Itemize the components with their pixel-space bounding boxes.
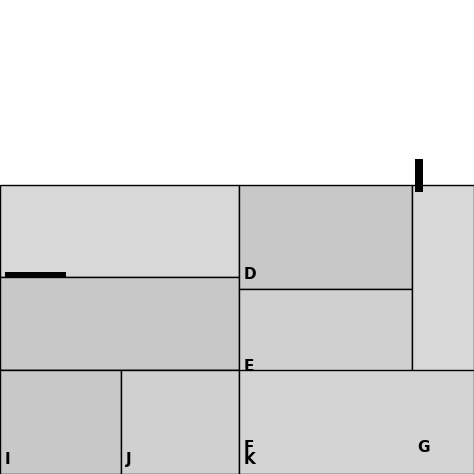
FancyBboxPatch shape: [0, 277, 239, 370]
Text: I: I: [5, 452, 10, 467]
Text: E: E: [244, 359, 255, 374]
FancyBboxPatch shape: [239, 185, 412, 289]
Bar: [415, 159, 423, 192]
FancyBboxPatch shape: [239, 289, 412, 382]
FancyBboxPatch shape: [0, 370, 239, 462]
FancyBboxPatch shape: [412, 185, 474, 462]
Text: K: K: [244, 452, 256, 467]
FancyBboxPatch shape: [0, 185, 239, 277]
Text: F: F: [244, 440, 255, 455]
FancyBboxPatch shape: [239, 382, 412, 462]
FancyBboxPatch shape: [0, 370, 121, 474]
Text: J: J: [126, 452, 131, 467]
FancyBboxPatch shape: [121, 370, 239, 474]
Text: G: G: [417, 440, 429, 455]
FancyBboxPatch shape: [239, 370, 474, 474]
Bar: [5, 272, 66, 277]
Text: D: D: [244, 267, 257, 282]
